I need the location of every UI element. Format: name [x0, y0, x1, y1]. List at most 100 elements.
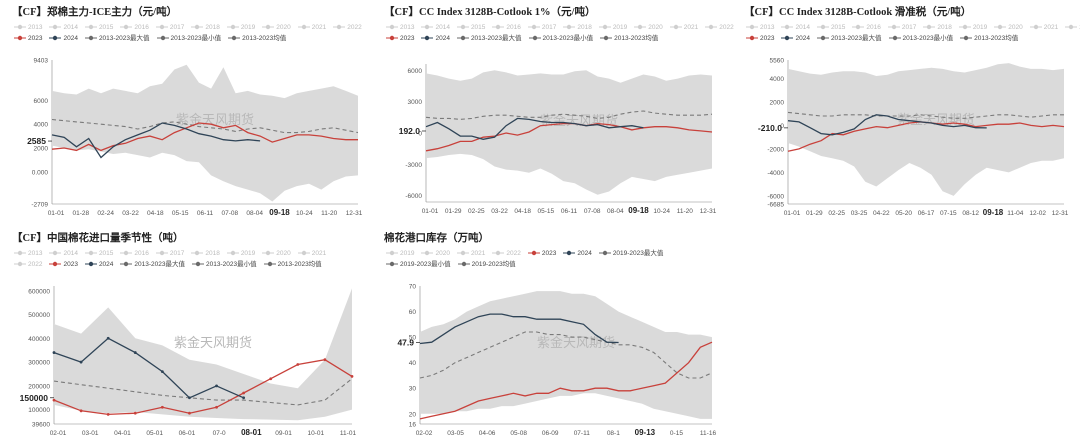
series-line-2024	[425, 117, 644, 140]
chart-title: 【CF】中国棉花进口量季节性（吨）	[12, 233, 184, 244]
x-tick-label: 09-18	[983, 208, 1004, 217]
legend-item[interactable]: 2020	[262, 248, 291, 259]
legend-item[interactable]: 2021	[297, 248, 326, 259]
legend-item[interactable]: 2013-2023最大值	[84, 33, 150, 44]
legend-item[interactable]: 2024	[563, 248, 592, 259]
legend-item[interactable]: 2023	[14, 33, 42, 44]
legend-item[interactable]: 2013	[14, 22, 42, 33]
legend-item[interactable]: 2017	[155, 248, 184, 259]
x-tick-label: 11-20	[321, 210, 338, 217]
legend-item[interactable]: 2013-2023最大值	[816, 33, 882, 44]
legend-item[interactable]: 2013	[746, 22, 774, 33]
legend-item[interactable]: 2017	[887, 22, 916, 33]
legend-item[interactable]: 2016	[492, 22, 521, 33]
legend-item[interactable]: 2014	[781, 22, 810, 33]
legend-item[interactable]: 2020	[421, 248, 450, 259]
legend-item[interactable]: 2018	[191, 248, 220, 259]
legend-item[interactable]: 2016	[120, 22, 149, 33]
legend-item[interactable]: 2024	[781, 33, 810, 44]
chart-legend[interactable]: 2019 2020 2021 2022 2023 2024 2019-2023最大值 2019…	[386, 248, 670, 270]
chart-legend[interactable]: 2013 2014 2015 2016 2017 2018 2019 2020 2021 2022…	[14, 248, 333, 270]
circle-line-icon	[84, 262, 97, 267]
legend-item[interactable]: 2024	[421, 33, 450, 44]
legend-item[interactable]: 2013	[14, 248, 42, 259]
legend-item[interactable]: 2019	[226, 248, 255, 259]
legend-item[interactable]: 2019	[958, 22, 987, 33]
chart-legend[interactable]: 2013 2014 2015 2016 2017 2018 2019 2020 2021 2022…	[14, 22, 369, 44]
legend-item[interactable]: 2013-2023最大值	[120, 259, 185, 270]
legend-item[interactable]: 2015	[816, 22, 845, 33]
legend-item[interactable]: 2021	[1029, 22, 1058, 33]
legend-item[interactable]: 2019-2023最大值	[598, 248, 664, 259]
legend-item[interactable]: 2013-2023均值	[960, 33, 1018, 44]
x-tick-label: 05-15	[172, 210, 189, 217]
legend-label: 2024	[98, 261, 114, 268]
legend-item[interactable]: 2024	[49, 33, 78, 44]
y-tick-label: 6000	[408, 68, 423, 75]
chart-legend[interactable]: 2013 2014 2015 2016 2017 2018 2019 2020 2021 2022…	[746, 22, 1080, 44]
legend-item[interactable]: 2013-2023最小值	[888, 33, 953, 44]
legend-item[interactable]: 2016	[852, 22, 881, 33]
legend-item[interactable]: 2024	[84, 259, 114, 270]
legend-item[interactable]: 2019	[598, 22, 627, 33]
y-tick-label: 0.000	[32, 169, 49, 176]
legend-item[interactable]: 2019-2023最小值	[386, 259, 451, 270]
legend-label: 2022	[28, 261, 43, 268]
x-tick-label: 04-01	[114, 430, 131, 437]
legend-item[interactable]: 2022	[492, 248, 521, 259]
legend-item[interactable]: 2020	[634, 22, 663, 33]
legend-item[interactable]: 2018	[923, 22, 952, 33]
chart-title: 棉花港口库存（万吨）	[384, 233, 489, 244]
legend-item[interactable]: 2015	[84, 248, 113, 259]
legend-label: 2013	[28, 24, 43, 31]
legend-item[interactable]: 2022	[333, 22, 362, 33]
circle-line-icon	[492, 251, 505, 256]
legend-item[interactable]: 2023	[386, 33, 414, 44]
legend-item[interactable]: 2018	[563, 22, 592, 33]
legend-item[interactable]: 2013-2023均值	[263, 259, 322, 270]
legend-item[interactable]: 2013-2023均值	[228, 33, 286, 44]
legend-item[interactable]: 2017	[155, 22, 184, 33]
legend-item[interactable]: 2019-2023均值	[457, 259, 516, 270]
legend-item[interactable]: 2013	[386, 22, 414, 33]
legend-item[interactable]: 2015	[456, 22, 485, 33]
legend-label: 2020	[648, 24, 663, 31]
legend-item[interactable]: 2021	[669, 22, 698, 33]
legend-item[interactable]: 2019	[226, 22, 255, 33]
circle-line-icon	[120, 251, 133, 256]
legend-item[interactable]: 2020	[994, 22, 1023, 33]
circle-line-icon	[226, 25, 239, 30]
series-line-2013-2023均值	[425, 110, 713, 120]
legend-item[interactable]: 2015	[84, 22, 113, 33]
chart-legend[interactable]: 2013 2014 2015 2016 2017 2018 2019 2020 2021 2022…	[386, 22, 741, 44]
legend-item[interactable]: 2017	[527, 22, 556, 33]
legend-label: 2016	[134, 250, 149, 257]
legend-item[interactable]: 2021	[297, 22, 326, 33]
legend-item[interactable]: 2014	[421, 22, 450, 33]
range-band	[426, 70, 712, 195]
legend-item[interactable]: 2023	[527, 248, 556, 259]
legend-item[interactable]: 2013-2023最小值	[192, 259, 257, 270]
legend-item[interactable]: 2014	[49, 22, 78, 33]
legend-item[interactable]: 2019	[386, 248, 414, 259]
legend-label: 2019-2023最大值	[612, 250, 664, 257]
legend-item[interactable]: 2018	[191, 22, 220, 33]
legend-item[interactable]: 2013-2023最小值	[528, 33, 593, 44]
legend-item[interactable]: 2023	[49, 259, 78, 270]
legend-item[interactable]: 2013-2023最大值	[456, 33, 522, 44]
circle-line-icon	[1029, 25, 1042, 30]
legend-item[interactable]: 2016	[120, 248, 149, 259]
legend-item[interactable]: 2020	[262, 22, 291, 33]
legend-item[interactable]: 2021	[456, 248, 485, 259]
legend-item[interactable]: 2013-2023均值	[600, 33, 658, 44]
x-tick-label: 01-01	[422, 208, 439, 215]
legend-item[interactable]: 2014	[49, 248, 78, 259]
legend-label: 2013-2023最大值	[470, 35, 522, 42]
legend-item[interactable]: 2022	[1065, 22, 1080, 33]
legend-item[interactable]: 2023	[746, 33, 774, 44]
legend-item[interactable]: 2013-2023最小值	[156, 33, 221, 44]
legend-item[interactable]: 2022	[14, 259, 42, 270]
legend-item[interactable]: 2022	[705, 22, 734, 33]
chart-panel-zce-ice: 【CF】郑棉主力-ICE主力（元/吨） 2013 2014 2015 2016 2017…	[10, 4, 365, 224]
y-tick-label: 20	[409, 411, 417, 418]
